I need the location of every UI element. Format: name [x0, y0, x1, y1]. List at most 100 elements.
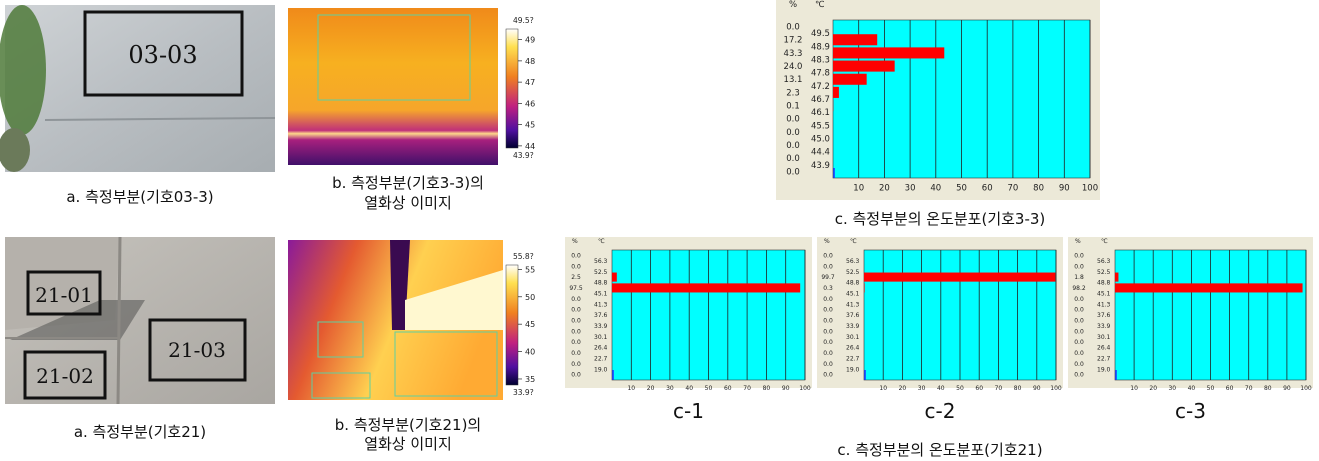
x-tick-label: 70 [1245, 385, 1253, 392]
caption: a. 측정부분(기호03-3) [66, 188, 213, 206]
value-label: 0.0 [786, 115, 800, 125]
caption: c. 측정부분의 온도분포(기호3-3) [835, 210, 1046, 228]
y-tick-label: 30.1 [1097, 334, 1111, 341]
x-tick-label: 80 [1033, 184, 1044, 194]
y-tick-label: 37.6 [846, 312, 860, 319]
value-label: 0.1 [786, 102, 800, 112]
value-label: 98.2 [1072, 285, 1086, 292]
axis-label: ℃ [850, 238, 857, 245]
y-tick-label: 47.2 [811, 82, 830, 92]
x-tick-label: 30 [1168, 385, 1176, 392]
y-tick-label: 48.8 [594, 280, 608, 287]
caption: b. 측정부분(기호3-3)의 [332, 174, 484, 192]
value-label: 0.0 [823, 318, 833, 325]
y-tick-label: 30.1 [846, 334, 860, 341]
value-label: 1.8 [1074, 274, 1084, 281]
y-tick-label: 56.3 [1097, 258, 1111, 265]
bar [1115, 283, 1303, 292]
x-tick-label: 100 [1050, 385, 1062, 392]
value-label: 0.0 [823, 307, 833, 314]
x-tick-label: 90 [1033, 385, 1041, 392]
y-tick-label: 22.7 [594, 355, 608, 362]
x-tick-label: 40 [930, 184, 941, 194]
value-label: 0.0 [571, 350, 581, 357]
value-label: 0.0 [786, 128, 800, 138]
value-label: 0.0 [823, 328, 833, 335]
x-tick-label: 60 [724, 385, 732, 392]
y-tick-label: 19.0 [846, 366, 860, 373]
x-tick-label: 100 [1300, 385, 1312, 392]
x-tick-label: 70 [995, 385, 1003, 392]
value-label: 0.3 [823, 285, 833, 292]
bar [833, 74, 867, 85]
value-label: 0.0 [1074, 328, 1084, 335]
y-tick-label: 44.4 [811, 148, 830, 158]
y-tick-label: 45.0 [811, 134, 830, 144]
value-label: 0.0 [1074, 339, 1084, 346]
photo-label: 21-03 [168, 338, 226, 362]
axis-label: % [824, 238, 830, 245]
caption: 열화상 이미지 [364, 435, 452, 453]
y-tick-label: 56.3 [846, 258, 860, 265]
colorbar-label: 33.9? [513, 388, 534, 397]
caption: c. 측정부분의 온도분포(기호21) [837, 441, 1042, 459]
x-tick-label: 100 [1082, 184, 1098, 194]
y-tick-label: 33.9 [594, 323, 608, 330]
value-label: 0.0 [571, 253, 581, 260]
value-label: 0.0 [571, 263, 581, 270]
y-tick-label: 19.0 [1097, 366, 1111, 373]
x-tick-label: 70 [1007, 184, 1018, 194]
x-tick-label: 10 [1130, 385, 1138, 392]
x-tick-label: 10 [879, 385, 887, 392]
value-label: 0.0 [786, 141, 800, 151]
value-label: 2.3 [786, 88, 800, 98]
y-tick-label: 22.7 [846, 355, 860, 362]
bar [833, 34, 877, 45]
colorbar-label: 45 [525, 320, 535, 329]
y-tick-label: 45.1 [594, 290, 608, 297]
x-tick-label: 70 [743, 385, 751, 392]
y-tick-label: 48.8 [1097, 280, 1111, 287]
bar [833, 87, 839, 98]
x-tick-label: 40 [1188, 385, 1196, 392]
x-tick-label: 10 [627, 385, 635, 392]
x-tick-label: 60 [975, 385, 983, 392]
colorbar-label: 35 [525, 375, 535, 384]
thermal-image [288, 240, 540, 400]
y-tick-label: 56.3 [594, 258, 608, 265]
value-label: 0.0 [1074, 372, 1084, 379]
colorbar-label: 49.5? [513, 16, 534, 25]
x-tick-label: 30 [666, 385, 674, 392]
colorbar-label: 50 [525, 293, 535, 302]
y-tick-label: 47.8 [811, 69, 830, 79]
value-label: 0.0 [823, 372, 833, 379]
y-tick-label: 41.3 [1097, 301, 1111, 308]
caption: b. 측정부분(기호21)의 [335, 416, 481, 434]
bar [1115, 273, 1118, 282]
value-label: 24.0 [784, 62, 803, 72]
y-tick-label: 33.9 [846, 323, 860, 330]
x-tick-label: 20 [1149, 385, 1157, 392]
photo: 03-03 [0, 5, 275, 172]
bar [864, 283, 865, 292]
colorbar-label: 43.9? [513, 151, 534, 160]
value-label: 0.0 [823, 361, 833, 368]
axis-label: % [789, 0, 797, 10]
value-label: 0.0 [1074, 296, 1084, 303]
axis-label: % [1075, 238, 1081, 245]
y-tick-label: 48.8 [846, 280, 860, 287]
value-label: 0.0 [571, 296, 581, 303]
axis-label: % [572, 238, 578, 245]
y-tick-label: 26.4 [846, 345, 860, 352]
x-tick-label: 30 [905, 184, 916, 194]
page: 03-03 a. 측정부분(기호03-3) 49.5?4948474645444… [0, 0, 1319, 461]
x-tick-label: 40 [937, 385, 945, 392]
bar [612, 273, 617, 282]
value-label: 0.0 [1074, 350, 1084, 357]
colorbar-label: 47 [525, 78, 535, 87]
value-label: 0.0 [571, 361, 581, 368]
photo-label: 21-02 [36, 364, 94, 388]
value-label: 0.0 [823, 253, 833, 260]
colorbar-label: 48 [525, 57, 535, 66]
y-tick-label: 48.9 [811, 42, 830, 52]
